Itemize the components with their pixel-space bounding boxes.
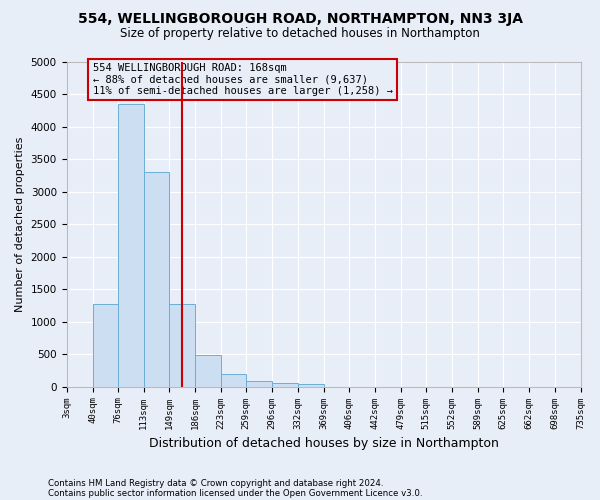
Bar xyxy=(246,382,272,386)
Bar xyxy=(169,304,195,386)
Bar xyxy=(298,384,323,386)
X-axis label: Distribution of detached houses by size in Northampton: Distribution of detached houses by size … xyxy=(149,437,499,450)
Bar xyxy=(144,172,169,386)
Text: Contains public sector information licensed under the Open Government Licence v3: Contains public sector information licen… xyxy=(48,488,422,498)
Bar xyxy=(221,374,246,386)
Bar xyxy=(272,384,298,386)
Text: Size of property relative to detached houses in Northampton: Size of property relative to detached ho… xyxy=(120,28,480,40)
Bar xyxy=(118,104,144,387)
Text: 554 WELLINGBOROUGH ROAD: 168sqm
← 88% of detached houses are smaller (9,637)
11%: 554 WELLINGBOROUGH ROAD: 168sqm ← 88% of… xyxy=(92,63,392,96)
Text: 554, WELLINGBOROUGH ROAD, NORTHAMPTON, NN3 3JA: 554, WELLINGBOROUGH ROAD, NORTHAMPTON, N… xyxy=(77,12,523,26)
Text: Contains HM Land Registry data © Crown copyright and database right 2024.: Contains HM Land Registry data © Crown c… xyxy=(48,478,383,488)
Y-axis label: Number of detached properties: Number of detached properties xyxy=(15,136,25,312)
Bar xyxy=(195,356,221,386)
Bar xyxy=(92,304,118,386)
